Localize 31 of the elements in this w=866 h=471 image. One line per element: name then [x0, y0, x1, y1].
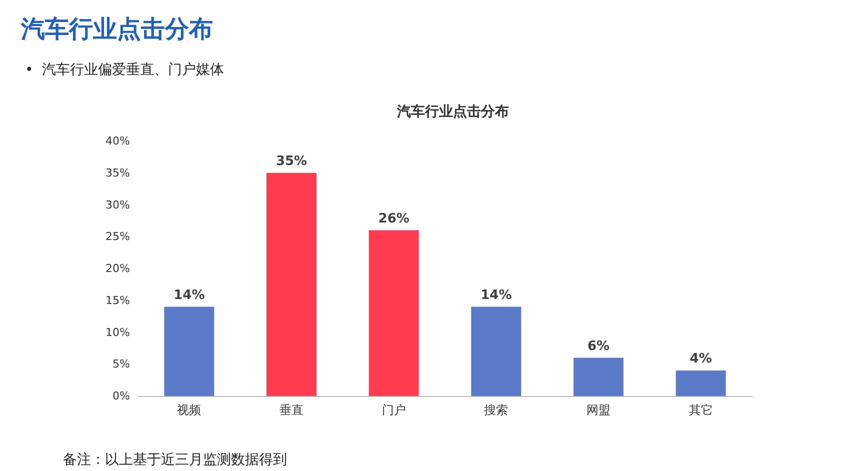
bar [471, 306, 522, 396]
y-tick-label: 10% [106, 326, 130, 339]
x-tick-label: 门户 [382, 403, 406, 417]
chart-subtitle: • 汽车行业偏爱垂直、门户媒体 [25, 62, 224, 78]
data-label: 14% [480, 288, 512, 303]
chart-title: 汽车行业点击分布 [20, 15, 213, 43]
y-tick-label: 0% [112, 390, 130, 402]
bar [368, 230, 419, 396]
y-tick-label: 25% [106, 230, 130, 244]
data-label: 26% [378, 211, 410, 226]
text: 备注：以上基于近三月监测数据得到 [63, 452, 287, 468]
bar [266, 172, 316, 396]
bar [676, 370, 726, 396]
bar [574, 358, 624, 396]
y-tick-label: 30% [106, 198, 130, 212]
data-label: 35% [276, 154, 308, 169]
y-tick-label: 5% [112, 358, 130, 371]
y-tick-label: 20% [106, 262, 130, 275]
data-label: 6% [587, 338, 610, 354]
data-label: 14% [174, 288, 205, 303]
text: 汽车行业点击分布 [396, 103, 509, 120]
y-tick-label: 40% [106, 134, 130, 148]
x-tick-label: 搜索 [484, 403, 508, 417]
x-tick-label: 垂直 [280, 403, 304, 417]
x-tick-label: 其它 [688, 403, 713, 417]
x-tick-label: 网盟 [586, 403, 610, 417]
data-label: 4% [690, 352, 712, 366]
bar [164, 306, 214, 396]
y-tick-label: 35% [106, 166, 130, 180]
x-tick-label: 视频 [177, 403, 202, 417]
y-tick-label: 15% [106, 294, 130, 307]
